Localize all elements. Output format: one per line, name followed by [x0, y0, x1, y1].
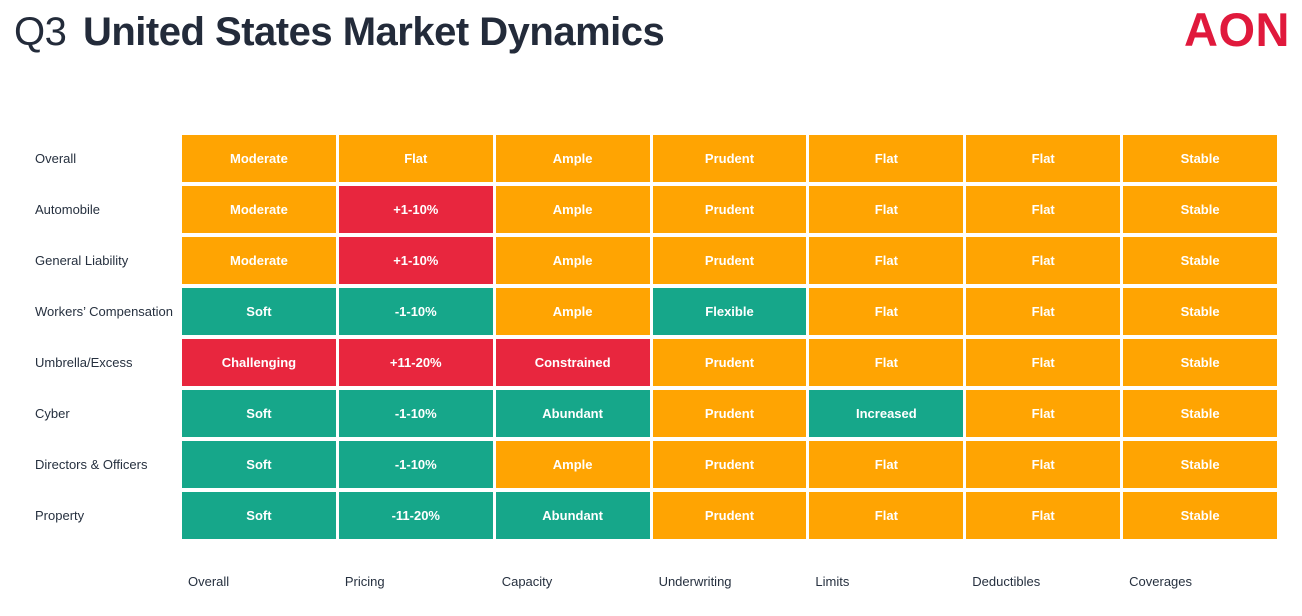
matrix-cell: Ample [495, 135, 650, 182]
matrix-cell: Stable [1123, 135, 1277, 182]
matrix-cell: Moderate [182, 186, 336, 233]
page-title-quarter: Q3 [14, 10, 67, 54]
matrix-cell: Prudent [652, 390, 807, 437]
column-label: Deductibles [972, 574, 1041, 589]
matrix-cell: Flat [966, 441, 1121, 488]
matrix-cell: Moderate [182, 237, 336, 284]
matrix-cell: Increased [809, 390, 964, 437]
matrix-cell: Stable [1123, 390, 1277, 437]
row-label: Automobile [0, 186, 179, 233]
matrix-cell: Prudent [652, 441, 807, 488]
matrix-cell: Stable [1123, 237, 1277, 284]
matrix-cell: Ample [495, 288, 650, 335]
matrix-cell: Stable [1123, 186, 1277, 233]
column-label: Capacity [501, 574, 553, 589]
matrix-cell: -11-20% [338, 492, 493, 539]
matrix-cell: Flat [966, 237, 1121, 284]
column-label: Pricing [344, 574, 385, 589]
column-label: Overall [188, 574, 230, 589]
matrix-cell: Prudent [652, 237, 807, 284]
row-label: Umbrella/Excess [0, 339, 179, 386]
matrix-cell: Prudent [652, 492, 807, 539]
matrix-cell: Challenging [182, 339, 336, 386]
aon-logo: AON [1184, 3, 1290, 56]
matrix-cell: Stable [1123, 288, 1277, 335]
matrix-cell: Flat [809, 492, 964, 539]
matrix-cell: Flat [966, 186, 1121, 233]
matrix-cell: Flat [809, 186, 964, 233]
row-label: Directors & Officers [0, 441, 179, 488]
matrix-cell: Flat [809, 288, 964, 335]
matrix-cell: +1-10% [338, 237, 493, 284]
matrix-cell: Abundant [495, 492, 650, 539]
matrix-cell: Stable [1123, 492, 1277, 539]
row-label: Property [0, 492, 179, 539]
matrix-cell: Prudent [652, 339, 807, 386]
matrix-cell: Abundant [495, 390, 650, 437]
column-label: Underwriting [658, 574, 732, 589]
matrix-cell: Prudent [652, 135, 807, 182]
matrix-cell: -1-10% [338, 390, 493, 437]
page-title-text: United States Market Dynamics [82, 10, 665, 54]
matrix-cell: Soft [182, 390, 336, 437]
matrix-cell: +11-20% [338, 339, 493, 386]
matrix-cell: Moderate [182, 135, 336, 182]
footer-spacer [0, 574, 179, 589]
row-label: Overall [0, 135, 179, 182]
column-label: Coverages [1129, 574, 1193, 589]
matrix-cell: -1-10% [338, 288, 493, 335]
matrix-cell: Flat [809, 339, 964, 386]
column-labels-row: Overall Pricing Capacity Underwriting Limits… [0, 574, 1277, 589]
matrix-cell: Prudent [652, 186, 807, 233]
matrix-cell: Flat [338, 135, 493, 182]
matrix-cell: -1-10% [338, 441, 493, 488]
market-dynamics-matrix: Overall Moderate Flat Ample Prudent Flat Flat S… [0, 135, 1277, 539]
matrix-cell: Flat [809, 237, 964, 284]
matrix-cell: Stable [1123, 441, 1277, 488]
matrix-cell: Ample [495, 237, 650, 284]
matrix-cell: Soft [182, 492, 336, 539]
matrix-cell: Flat [966, 339, 1121, 386]
column-label: Limits [815, 574, 850, 589]
matrix-cell: Flat [809, 441, 964, 488]
matrix-cell: Constrained [495, 339, 650, 386]
matrix-cell: Flat [966, 288, 1121, 335]
row-label: Workers’ Compensation [0, 288, 179, 335]
matrix-cell: Soft [182, 288, 336, 335]
page-title: Q3 United States Market Dynamics [14, 10, 665, 55]
matrix-cell: Ample [495, 441, 650, 488]
row-label: Cyber [0, 390, 179, 437]
matrix-cell: Flat [966, 492, 1121, 539]
matrix-cell: Flat [966, 135, 1121, 182]
matrix-cell: +1-10% [338, 186, 493, 233]
matrix-cell: Flat [809, 135, 964, 182]
matrix-cell: Flexible [652, 288, 807, 335]
row-label: General Liability [0, 237, 179, 284]
matrix-cell: Ample [495, 186, 650, 233]
matrix-cell: Flat [966, 390, 1121, 437]
matrix-cell: Soft [182, 441, 336, 488]
matrix-cell: Stable [1123, 339, 1277, 386]
